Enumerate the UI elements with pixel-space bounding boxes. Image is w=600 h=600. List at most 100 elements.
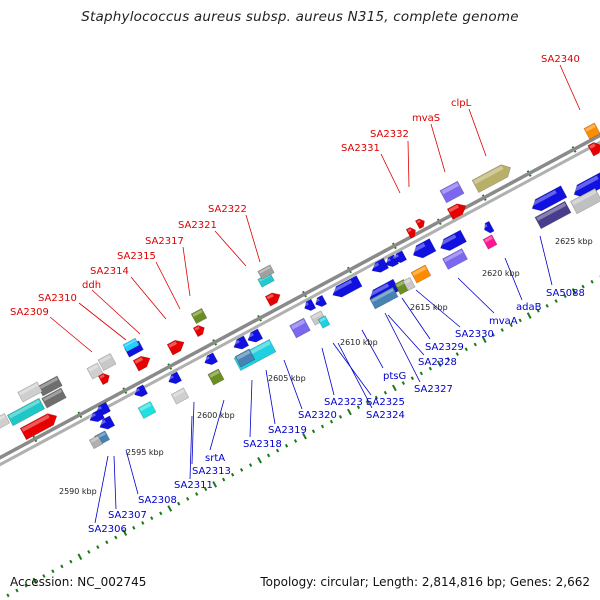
gene-block xyxy=(257,264,275,280)
gene-highlight xyxy=(311,312,322,320)
gene-block xyxy=(207,368,225,386)
gene-highlight xyxy=(530,189,557,207)
gene-highlight xyxy=(168,341,178,348)
gene-arrow-shape xyxy=(6,397,46,427)
gene-arrow-shape xyxy=(332,275,363,298)
lower-scale-tick xyxy=(365,400,370,405)
lower-scale-tick xyxy=(150,516,154,521)
gene-highlight xyxy=(266,293,274,300)
gene-block xyxy=(97,352,117,372)
gene-block xyxy=(572,170,600,198)
gene-highlight xyxy=(99,374,105,379)
accession-text: Accession: NC_002745 xyxy=(10,575,147,589)
reverse-leader-line xyxy=(283,359,303,410)
reverse-gene-label: srtA xyxy=(205,453,225,464)
gene-block xyxy=(86,362,104,380)
gene-highlight xyxy=(412,266,427,276)
gene-highlight xyxy=(99,354,112,364)
reverse-leader-line xyxy=(504,257,523,301)
gene-block xyxy=(482,234,498,250)
scale-label: 2600 kbp xyxy=(197,411,235,420)
gene-arrow-shape xyxy=(569,187,600,215)
gene-block xyxy=(402,276,416,292)
gene-block xyxy=(203,352,219,366)
gene-block xyxy=(317,315,331,329)
gene-block xyxy=(569,187,600,215)
gene-block xyxy=(369,286,399,310)
forward-gene-label: SA2340 xyxy=(541,54,580,65)
gene-block xyxy=(41,387,67,409)
gene-highlight xyxy=(536,202,567,221)
reverse-gene-label: mvaA xyxy=(489,316,518,327)
lower-scale-tick xyxy=(167,505,173,512)
lower-scale-tick xyxy=(481,336,487,343)
gene-highlight xyxy=(39,377,59,390)
lower-scale-tick xyxy=(455,352,459,357)
reverse-gene-label: SA2307 xyxy=(108,510,147,521)
forward-gene-label: SA2310 xyxy=(38,293,77,304)
gene-highlight xyxy=(411,242,426,253)
lower-scale-tick xyxy=(311,429,316,434)
gene-highlight xyxy=(371,288,394,303)
lower-scale-tick xyxy=(509,323,513,328)
lower-scale-tick xyxy=(500,328,504,332)
forward-leader-line xyxy=(559,64,581,111)
gene-arrow-shape xyxy=(170,387,190,405)
gene-arrow-shape xyxy=(402,276,416,292)
gene-arrow-shape xyxy=(207,368,225,386)
lower-scale-tick xyxy=(195,492,199,496)
reverse-gene-label: SA2320 xyxy=(298,410,337,421)
forward-gene-label: SA2317 xyxy=(145,236,184,247)
lower-scale-tick xyxy=(32,577,38,585)
reverse-gene-label: SA2308 xyxy=(138,495,177,506)
reverse-leader-line xyxy=(94,455,109,524)
reverse-leader-line xyxy=(387,314,425,356)
gene-block xyxy=(583,122,600,140)
gene-highlight xyxy=(21,414,50,432)
gene-highlight xyxy=(19,383,39,396)
reverse-leader-line xyxy=(125,449,139,495)
gene-arrow-shape xyxy=(86,362,104,380)
gene-highlight xyxy=(139,402,152,412)
forward-gene-label: ddh xyxy=(82,280,101,291)
forward-gene-label: SA2331 xyxy=(341,143,380,154)
gene-block xyxy=(530,185,568,212)
gene-arrow-shape xyxy=(484,220,495,234)
forward-leader-line xyxy=(214,230,247,267)
gene-block xyxy=(442,248,468,270)
gene-highlight xyxy=(90,436,99,443)
lower-scale-tick xyxy=(329,419,334,424)
lower-scale-tick xyxy=(60,564,64,569)
scale-label: 2625 kbp xyxy=(555,237,593,246)
gene-block xyxy=(6,397,46,427)
gene-highlight xyxy=(167,375,174,381)
reverse-gene-label: SA2328 xyxy=(418,357,457,368)
gene-arrow-shape xyxy=(17,381,43,403)
reverse-leader-line xyxy=(191,401,195,465)
reverse-gene-label: ptsG xyxy=(383,371,406,382)
gene-block xyxy=(534,200,572,230)
gene-arrow-shape xyxy=(122,337,140,353)
lower-scale-tick xyxy=(132,525,136,530)
genome-title: Staphylococcus aureus subsp. aureus N315… xyxy=(81,9,519,25)
lower-scale-tick xyxy=(518,318,522,323)
lower-scale-tick xyxy=(391,384,397,392)
gene-highlight xyxy=(192,309,203,317)
gene-block xyxy=(438,229,467,251)
lower-scale-tick xyxy=(356,405,361,410)
lower-scale-tick xyxy=(105,540,109,545)
lower-scale-tick xyxy=(159,511,163,516)
forward-leader-line xyxy=(468,108,487,157)
gene-block xyxy=(411,238,437,259)
gene-block xyxy=(264,292,281,307)
gene-highlight xyxy=(203,356,210,362)
reverse-leader-line xyxy=(321,347,335,396)
gene-highlight xyxy=(314,298,320,303)
gene-arrow-shape xyxy=(97,352,117,372)
forward-leader-line xyxy=(130,276,167,320)
genome-summary-text: Topology: circular; Length: 2,814,816 bp… xyxy=(260,575,590,589)
lower-scale-tick xyxy=(186,496,190,501)
gene-highlight xyxy=(441,182,459,195)
lower-scale-tick xyxy=(383,390,388,395)
gene-highlight xyxy=(370,262,380,269)
